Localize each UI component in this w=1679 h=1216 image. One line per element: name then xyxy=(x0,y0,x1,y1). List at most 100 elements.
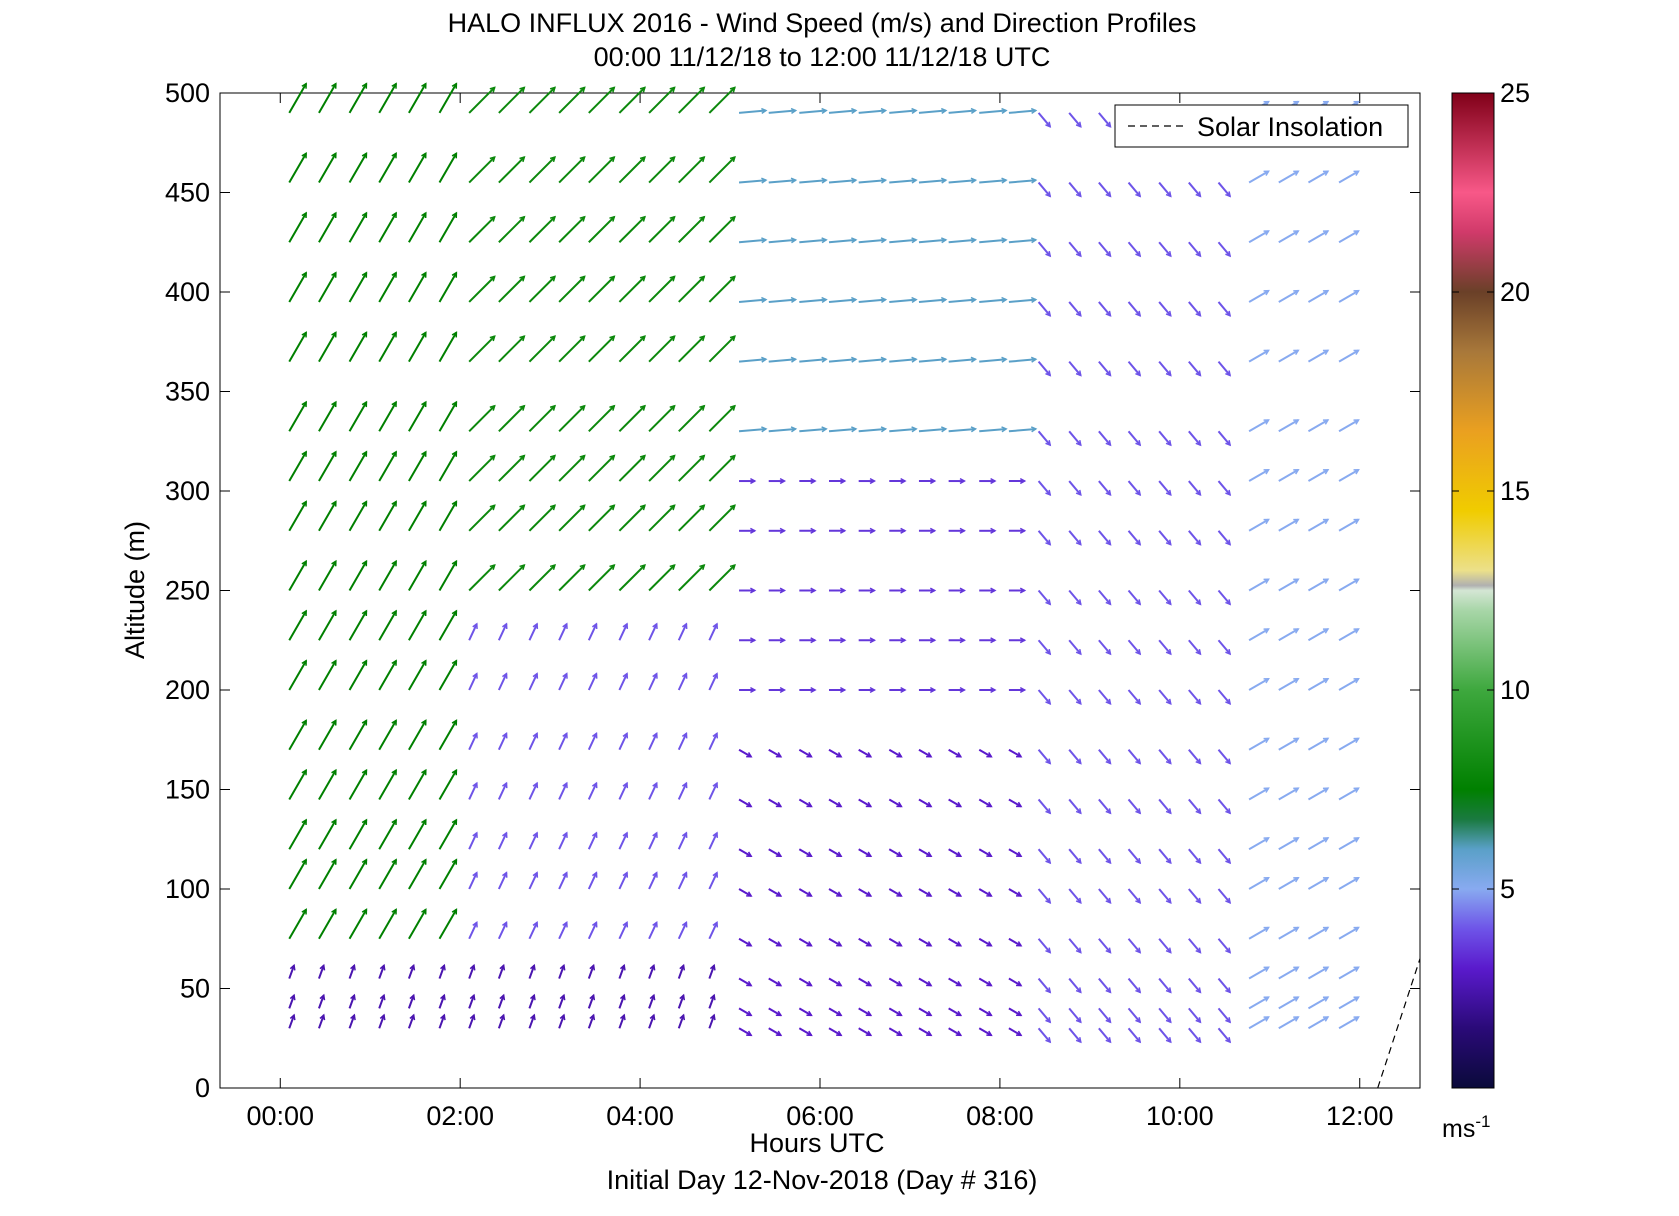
wind-vector xyxy=(1158,301,1172,317)
wind-vector-head xyxy=(421,908,427,915)
wind-vector-head xyxy=(729,155,736,163)
wind-vector-shaft xyxy=(498,156,526,184)
wind-vector-shaft xyxy=(798,748,812,758)
x-tick-label: 08:00 xyxy=(966,1101,1034,1131)
y-tick-label: 50 xyxy=(180,974,210,1004)
wind-vector-head xyxy=(990,587,997,594)
wind-vector-head xyxy=(851,296,858,303)
wind-vector-shaft xyxy=(738,238,767,244)
wind-vector-shaft xyxy=(1307,677,1329,691)
wind-vector xyxy=(1307,289,1330,303)
wind-vector-shaft xyxy=(1068,938,1082,954)
wind-vector-head xyxy=(1195,440,1202,447)
wind-vector xyxy=(828,888,843,897)
wind-vector-shaft xyxy=(468,216,496,243)
wind-vector xyxy=(708,831,719,850)
wind-vector xyxy=(468,831,478,850)
wind-vector xyxy=(799,477,817,485)
wind-vector-head xyxy=(1293,578,1300,584)
wind-vector-head xyxy=(391,818,397,825)
wind-vector xyxy=(1158,749,1172,765)
wind-vector xyxy=(378,450,397,482)
wind-vector-shaft xyxy=(1068,589,1082,605)
wind-vector-shaft xyxy=(318,451,337,482)
wind-vector xyxy=(587,622,598,641)
wind-vector-head xyxy=(609,275,616,282)
wind-vector-head xyxy=(959,477,966,485)
wind-vector xyxy=(1307,876,1330,890)
wind-vector xyxy=(768,1007,783,1017)
wind-vector xyxy=(948,237,978,244)
wind-vector-head xyxy=(1195,897,1202,904)
wind-vector xyxy=(318,271,337,303)
wind-vector xyxy=(558,563,586,592)
wind-vector-head xyxy=(1075,947,1082,954)
wind-vector-shaft xyxy=(1278,419,1299,433)
wind-vector-head xyxy=(990,477,997,485)
wind-vector-head xyxy=(421,500,427,507)
wind-vector-head xyxy=(549,563,557,571)
wind-vector-shaft xyxy=(1068,361,1082,377)
wind-vector-head xyxy=(1322,926,1330,933)
wind-vector-head xyxy=(1263,787,1270,793)
wind-vector xyxy=(1158,589,1172,606)
wind-vector-head xyxy=(790,296,798,303)
wind-vector-head xyxy=(779,637,787,644)
wind-vector-head xyxy=(532,622,539,629)
wind-vector-shaft xyxy=(1127,689,1141,705)
wind-vector xyxy=(1158,689,1172,705)
wind-vector-head xyxy=(361,500,368,507)
wind-vector-head xyxy=(361,609,368,617)
wind-vector-shaft xyxy=(468,922,478,940)
wind-vector xyxy=(918,587,937,594)
wind-vector xyxy=(648,275,676,303)
wind-vector-shaft xyxy=(618,275,646,303)
wind-vector-head xyxy=(1165,599,1172,606)
wind-vector xyxy=(438,768,458,800)
wind-vector-head xyxy=(1105,310,1112,317)
wind-vector xyxy=(528,622,539,641)
wind-vector-shaft xyxy=(677,965,685,979)
wind-vector-shaft xyxy=(1008,179,1036,184)
wind-vector-head xyxy=(761,237,768,244)
wind-vector-shaft xyxy=(1008,1027,1022,1037)
wind-vector-head xyxy=(926,941,933,947)
wind-vector xyxy=(408,719,427,751)
wind-vector-shaft xyxy=(1158,301,1172,317)
wind-vector-shaft xyxy=(768,937,782,947)
wind-vector xyxy=(948,426,978,433)
wind-vector-shaft xyxy=(378,401,397,432)
wind-vector xyxy=(558,993,566,1009)
wind-vector-shaft xyxy=(1037,798,1051,814)
wind-vector-head xyxy=(699,275,706,282)
wind-vector-head xyxy=(1045,489,1052,497)
wind-vector xyxy=(918,637,937,644)
wind-vector-head xyxy=(750,477,757,485)
wind-vector-shaft xyxy=(1338,419,1360,433)
wind-vector-shaft xyxy=(918,798,932,808)
wind-vector-head xyxy=(331,400,337,408)
wind-vector-shaft xyxy=(1037,848,1051,864)
wind-vector-head xyxy=(331,659,337,666)
wind-vector-shaft xyxy=(978,977,992,987)
wind-vector xyxy=(979,296,1008,303)
wind-vector xyxy=(1158,798,1172,815)
wind-vector-shaft xyxy=(948,358,976,363)
wind-vector xyxy=(348,151,368,184)
wind-vector-head xyxy=(709,963,716,971)
y-tick-label: 200 xyxy=(165,675,210,705)
wind-vector-head xyxy=(440,993,446,1001)
wind-vector-shaft xyxy=(888,848,902,858)
wind-vector-shaft xyxy=(618,832,628,850)
wind-vector-shaft xyxy=(438,719,458,751)
wind-vector-shaft xyxy=(468,86,496,114)
wind-vector-head xyxy=(301,659,307,666)
wind-vector-head xyxy=(986,891,993,897)
wind-vector-shaft xyxy=(408,152,427,184)
wind-vector xyxy=(888,977,903,987)
wind-vector-shaft xyxy=(1248,996,1270,1010)
wind-vector xyxy=(739,637,757,644)
wind-vector-shaft xyxy=(1338,170,1360,184)
wind-vector-shaft xyxy=(348,909,368,940)
wind-vector xyxy=(468,871,478,890)
